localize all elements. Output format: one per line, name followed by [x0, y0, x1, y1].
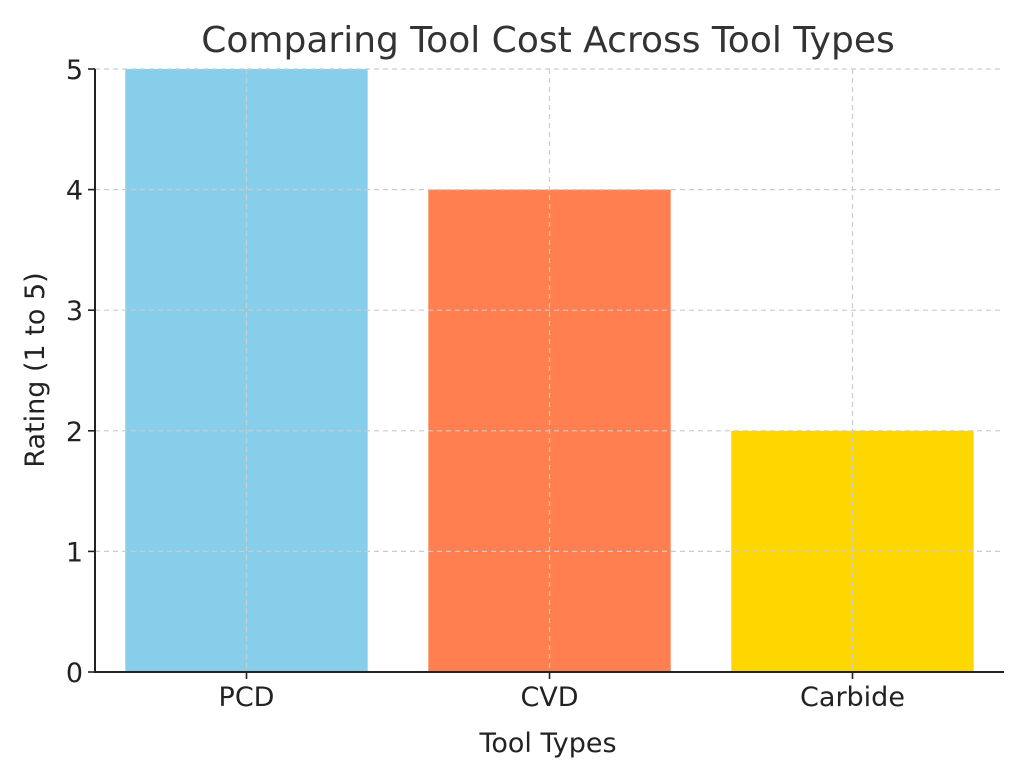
- y-tick-label: 2: [66, 417, 83, 448]
- grid: [95, 68, 1004, 673]
- x-axis-label: Tool Types: [478, 728, 616, 759]
- x-tick-labels: PCD CVD Carbide: [219, 672, 905, 713]
- x-tick-label: CVD: [520, 682, 578, 713]
- y-axis-label: Rating (1 to 5): [20, 272, 51, 467]
- y-tick-label: 3: [66, 296, 83, 327]
- x-tick-label: Carbide: [800, 682, 905, 713]
- y-tick-label: 1: [66, 537, 83, 568]
- y-tick-label: 0: [66, 658, 83, 689]
- y-tick-labels: 0 1 2 3 4 5: [66, 55, 95, 689]
- y-tick-label: 5: [66, 55, 83, 86]
- y-tick-label: 4: [66, 176, 83, 207]
- x-tick-label: PCD: [219, 682, 275, 713]
- chart-title: Comparing Tool Cost Across Tool Types: [201, 20, 895, 61]
